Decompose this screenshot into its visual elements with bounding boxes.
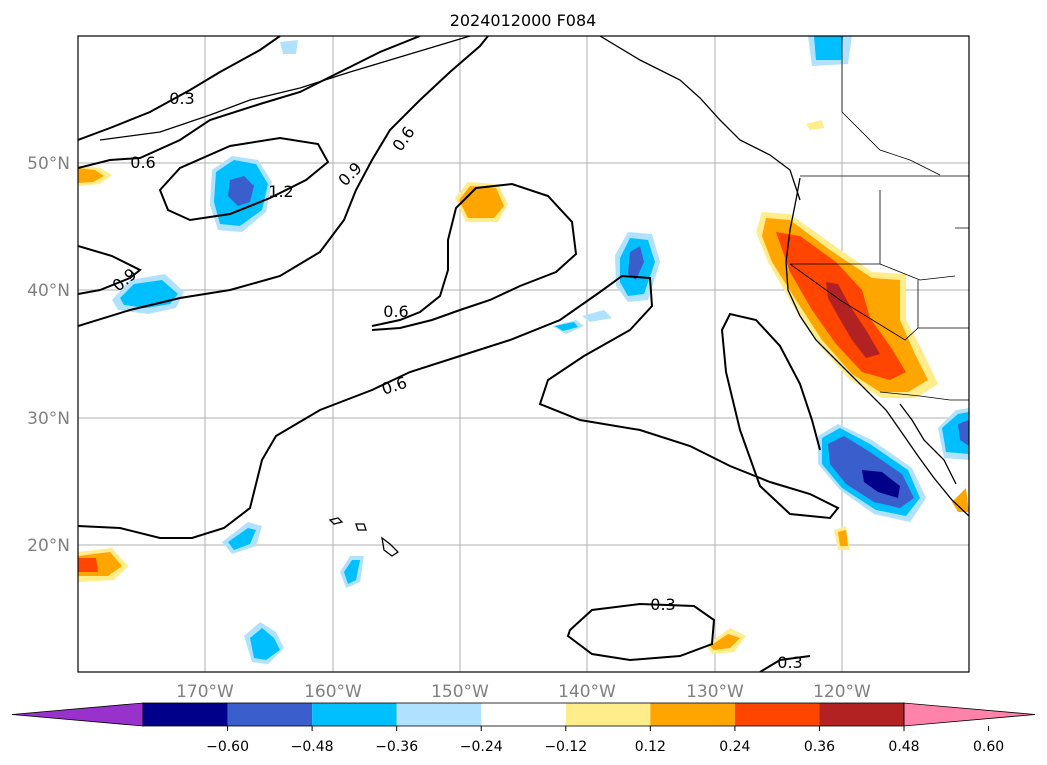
border-states [789, 190, 969, 341]
contour-label: 0.6 [130, 153, 155, 172]
shade-blob [862, 470, 900, 498]
colorbar-tick-label: −0.12 [544, 739, 587, 755]
contour-label: 0.3 [650, 595, 675, 614]
coastline-west-coast [785, 177, 969, 517]
border-us-mexico [879, 391, 969, 401]
colorbar-segment [565, 703, 651, 726]
map-title: 2024012000 F084 [450, 11, 597, 30]
contour-line [78, 36, 281, 141]
colorbar-segment [650, 703, 735, 726]
contour-line [78, 36, 421, 169]
lon-label-160w: 160°W [304, 682, 362, 702]
shade-blob [814, 36, 843, 60]
lon-label-140w: 140°W [558, 682, 616, 702]
colorbar-tick-label: 0.48 [888, 739, 919, 755]
contour-line [78, 36, 489, 327]
shade-blob [344, 560, 360, 584]
contour-line [78, 274, 840, 539]
hawaii-island [328, 517, 344, 525]
colorbar-segment [396, 703, 482, 726]
contour-label: 0.3 [169, 89, 194, 108]
colorbar-segment [481, 703, 566, 726]
map-area [78, 36, 969, 672]
shade-blob [228, 176, 254, 206]
colorbar-segment [734, 703, 820, 726]
contour-line [158, 136, 330, 222]
shade-blob [958, 420, 969, 446]
shade-blob [838, 530, 848, 546]
colorbar-tick-label: 0.36 [804, 739, 835, 755]
lat-label-50n: 50°N [27, 154, 70, 174]
filled-anomalies [78, 36, 969, 664]
longitude-labels: 170°W 160°W 150°W 140°W 130°W 120°W [176, 682, 871, 702]
colorbar-segment [227, 703, 313, 726]
shade-blob [628, 246, 644, 280]
political-borders [789, 36, 969, 401]
shade-blob [710, 634, 740, 650]
lat-label-40n: 40°N [27, 281, 70, 301]
contour-line [759, 655, 811, 672]
lon-label-170w: 170°W [176, 682, 234, 702]
shade-blob [952, 488, 969, 512]
colorbar-tick-label: −0.48 [291, 739, 334, 755]
coastline-baja [899, 403, 957, 485]
lat-label-20n: 20°N [27, 536, 70, 556]
colorbar-outline [142, 702, 905, 727]
contour-label: 0.3 [777, 653, 802, 672]
colorbar-tick-label: 0.24 [719, 739, 750, 755]
colorbar-segment [312, 703, 397, 726]
colorbar-tick-label: −0.36 [375, 739, 418, 755]
coastlines [99, 36, 969, 557]
colorbar-extend-low [11, 702, 144, 727]
shade-blob [78, 168, 104, 183]
contour-lines [78, 36, 840, 672]
lon-label-120w: 120°W [813, 682, 871, 702]
border-alaska-canada [841, 36, 941, 176]
colorbar-tick-label: 0.60 [973, 739, 1004, 755]
colorbar-segment [819, 703, 904, 726]
shade-blob [228, 528, 256, 550]
colorbar-tick-label: −0.24 [460, 739, 503, 755]
hawaii-island [355, 523, 367, 531]
latitude-labels: 50°N 40°N 30°N 20°N [27, 154, 70, 556]
colorbar-segment [143, 703, 228, 726]
shade-blob [555, 322, 578, 331]
coastline-aleutians [99, 36, 471, 141]
shade-blob [280, 40, 298, 54]
colorbar: −0.60 −0.48 −0.36 −0.24 −0.12 0.12 0.24 0.36 0.4… [11, 702, 1036, 755]
contour-line [566, 602, 716, 662]
lon-label-150w: 150°W [431, 682, 489, 702]
contour-label: 1.2 [268, 182, 293, 201]
shade-blob [250, 628, 280, 660]
shade-blob [78, 558, 98, 572]
colorbar-extend-high [903, 702, 1036, 727]
colorbar-tick-label: −0.60 [206, 739, 249, 755]
shade-blob [806, 120, 824, 130]
lat-label-30n: 30°N [27, 409, 70, 429]
hawaii-island [381, 536, 400, 557]
contour-line [371, 182, 578, 331]
coastline-alaska [599, 36, 801, 201]
lon-label-130w: 130°W [686, 682, 744, 702]
map-border [77, 35, 970, 673]
contour-line [78, 245, 142, 295]
contour-label: 0.6 [383, 302, 408, 321]
colorbar-tick-label: 0.12 [635, 739, 666, 755]
shade-blob [826, 282, 880, 358]
shade-blob [582, 310, 612, 322]
